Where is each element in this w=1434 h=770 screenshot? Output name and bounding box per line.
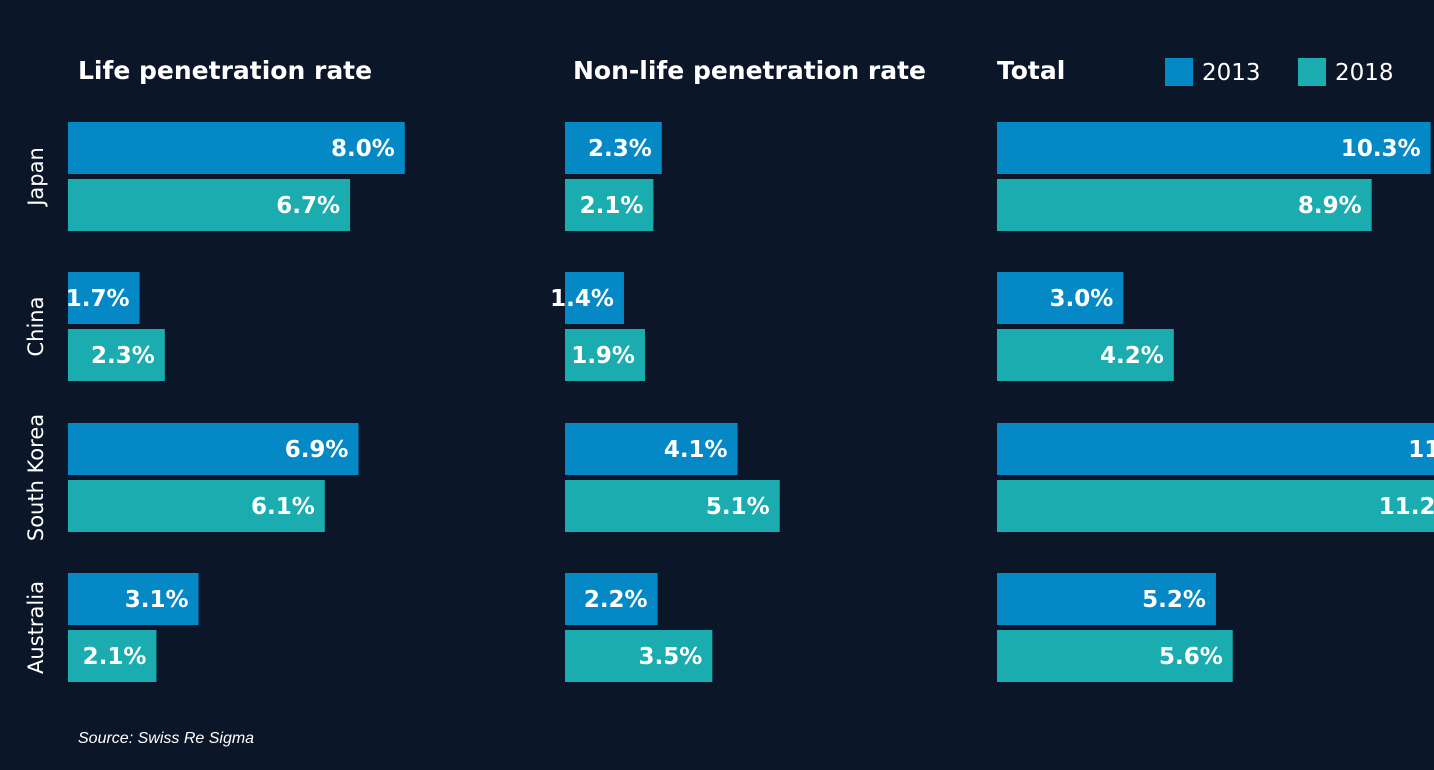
bar-2-china-2013 [565,272,624,324]
panel-title-2: Non-life penetration rate [573,56,926,85]
bar-label-1-japan-2013: 8.0% [331,136,395,162]
bar-label-1-japan-2018: 6.7% [276,193,340,219]
bar-3-china-2013 [997,272,1124,324]
bar-label-1-australia-2013: 3.1% [125,587,189,613]
bar-2-japan-2018 [565,179,654,231]
bar-1-australia-2018 [68,630,157,682]
bar-label-3-japan-2018: 8.9% [1298,193,1362,219]
bar-label-1-australia-2018: 2.1% [83,644,147,670]
bar-label-3-japan-2013: 10.3% [1341,136,1421,162]
bar-label-2-australia-2018: 3.5% [639,644,703,670]
category-label-australia: Australia [24,581,48,674]
bar-3-japan-2013 [997,122,1431,174]
legend-swatch-2018 [1298,58,1326,86]
bar-label-2-japan-2013: 2.3% [588,136,652,162]
bar-label-2-south-korea-2018: 5.1% [706,494,770,520]
bar-label-1-china-2018: 2.3% [91,343,155,369]
bar-1-australia-2013 [68,573,199,625]
bar-label-1-south-korea-2013: 6.9% [285,437,349,463]
bar-label-2-china-2018: 1.9% [571,343,635,369]
source-note: Source: Swiss Re Sigma [78,730,255,747]
bar-3-australia-2013 [997,573,1216,625]
bar-3-australia-2018 [997,630,1233,682]
bar-3-china-2018 [997,329,1174,381]
bar-1-japan-2013 [68,122,405,174]
bar-1-china-2018 [68,329,165,381]
bar-1-japan-2018 [68,179,351,231]
panel-title-1: Life penetration rate [78,56,372,85]
legend-label-2018: 2018 [1335,60,1394,86]
bar-2-australia-2018 [565,630,713,682]
bar-1-south-korea-2018 [68,480,325,532]
bar-label-3-china-2018: 4.2% [1100,343,1164,369]
bar-3-japan-2018 [997,179,1372,231]
bar-label-3-china-2013: 3.0% [1050,286,1114,312]
bar-2-australia-2013 [565,573,658,625]
bar-label-3-australia-2018: 5.6% [1159,644,1223,670]
bar-2-south-korea-2018 [565,480,780,532]
bar-2-china-2018 [565,329,645,381]
bar-label-1-south-korea-2018: 6.1% [251,494,315,520]
category-label-south-korea: South Korea [24,414,48,541]
bar-label-3-australia-2013: 5.2% [1142,587,1206,613]
panel-title-3: Total [997,56,1065,85]
category-label-china: China [24,297,48,357]
bar-1-china-2013 [68,272,140,324]
bar-3-south-korea-2018 [997,480,1434,532]
bar-label-3-south-korea-2018: 11.2% [1379,494,1434,520]
category-label-japan: Japan [24,147,48,208]
bar-2-south-korea-2013 [565,423,738,475]
bar-label-2-china-2013: 1.4% [550,286,614,312]
legend-swatch-2013 [1165,58,1193,86]
bar-label-1-china-2013: 1.7% [66,286,130,312]
bar-label-2-japan-2018: 2.1% [580,193,644,219]
bar-label-3-south-korea-2013: 11.9% [1408,437,1434,463]
bar-label-2-australia-2013: 2.2% [584,587,648,613]
legend-label-2013: 2013 [1202,60,1261,86]
bar-1-south-korea-2013 [68,423,359,475]
bar-label-2-south-korea-2013: 4.1% [664,437,728,463]
bar-2-japan-2013 [565,122,662,174]
bar-3-south-korea-2013 [997,423,1434,475]
